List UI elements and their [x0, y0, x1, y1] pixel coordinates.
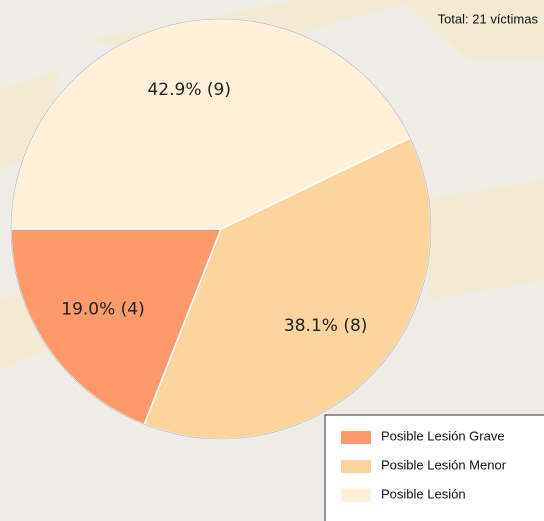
legend-label: Posible Lesión Grave — [381, 428, 505, 443]
legend-label: Posible Lesión — [381, 486, 466, 501]
slice-label: 42.9% (9) — [147, 80, 231, 100]
legend-label: Posible Lesión Menor — [381, 457, 507, 472]
slice-label: 19.0% (4) — [61, 299, 145, 319]
chart-title: Total: 21 víctimas — [438, 11, 539, 26]
legend-swatch — [341, 460, 371, 473]
map-shape — [420, 180, 544, 300]
map-shape — [400, 0, 544, 60]
legend-swatch — [341, 489, 371, 502]
pie-outline — [10, 18, 432, 440]
legend-swatch — [341, 431, 371, 444]
slice-label: 38.1% (8) — [284, 316, 368, 336]
map-shape — [0, 70, 60, 170]
